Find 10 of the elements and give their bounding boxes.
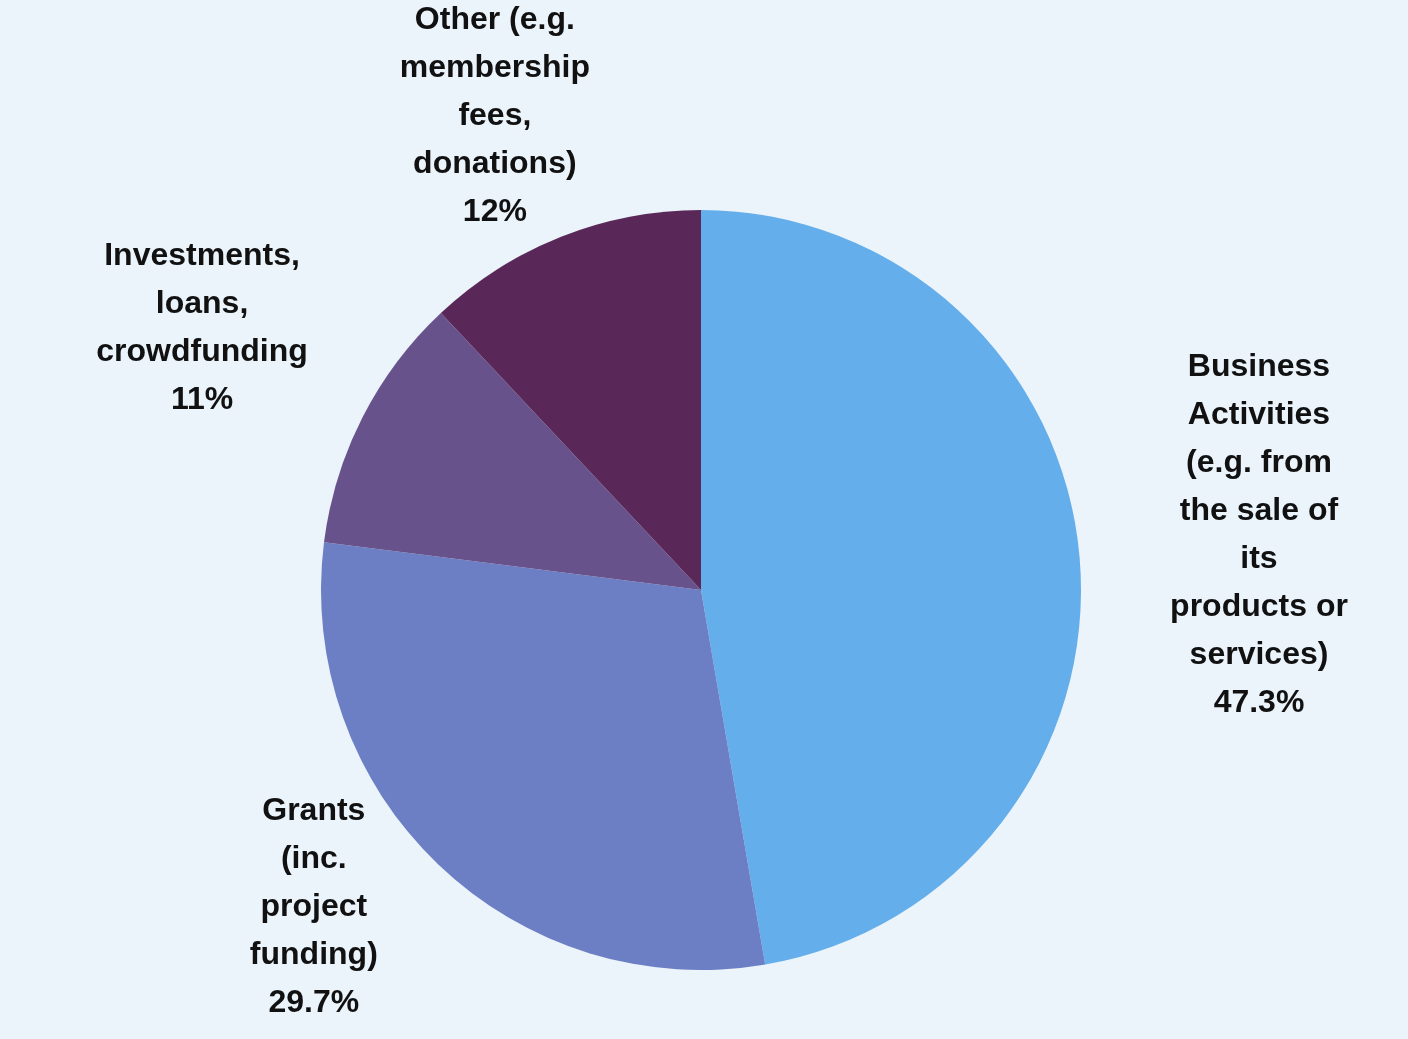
slice-label: Grants (inc. project funding) <box>249 791 378 971</box>
slice-label: Investments, loans, crowdfunding <box>96 235 308 368</box>
slice-label: Business Activities (e.g. from the sale of its products or services) <box>1170 346 1348 671</box>
data-label: 47.3% <box>1213 682 1305 719</box>
pie-slice <box>324 312 701 590</box>
pie-slice <box>701 210 1081 965</box>
data-label: 12% <box>462 192 527 228</box>
data-label: 29.7% <box>268 983 360 1019</box>
slice-label: Other (e.g. membership fees, donations) <box>399 0 590 180</box>
data-label: 11% <box>170 379 234 416</box>
